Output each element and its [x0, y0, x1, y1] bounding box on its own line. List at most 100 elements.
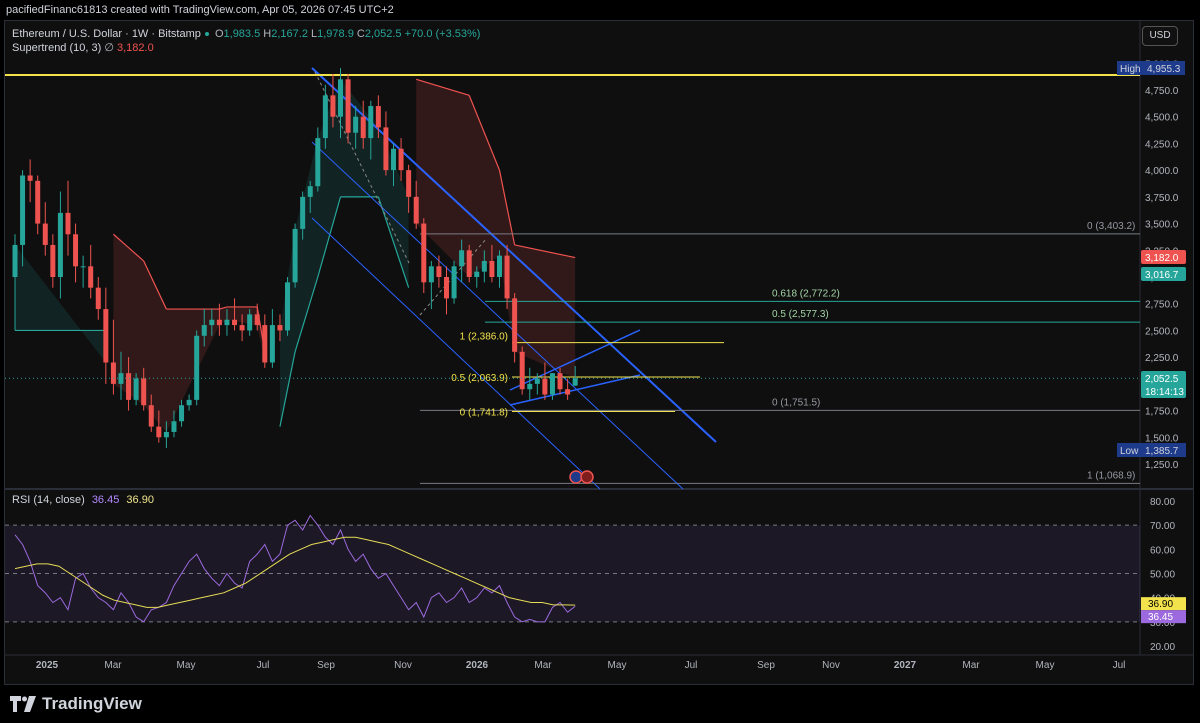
candle-up — [292, 228, 298, 283]
low-label: L — [311, 28, 318, 40]
fib-small-label: 0 (1,741.8) — [460, 407, 508, 418]
supertrend-badge-bg — [1141, 250, 1186, 264]
candle-up — [307, 186, 313, 197]
fib-level-label: 1 (1,068.9) — [1087, 470, 1135, 481]
candle-up — [186, 399, 192, 406]
supertrend-up-fill — [317, 79, 341, 277]
candle-down — [277, 325, 283, 331]
candle-up — [171, 421, 177, 432]
price-axis-tick: 1,500.0 — [1145, 433, 1179, 444]
supertrend-label: Supertrend (10, 3) — [12, 42, 102, 54]
candle-down — [466, 250, 472, 277]
candle-up — [496, 255, 502, 277]
price-axis-tick: 3,500.0 — [1145, 220, 1179, 231]
symbol-line: Ethereum / U.S. Dollar · 1W · Bitstamp O… — [12, 27, 480, 41]
time-axis-label: 2026 — [466, 660, 489, 671]
rsi-ma-line — [14, 536, 576, 608]
candle-down — [50, 244, 56, 277]
rsi-axis-tick: 30.00 — [1150, 618, 1175, 629]
candle-up — [285, 282, 291, 331]
supertrend-down-line — [468, 95, 501, 171]
main-legend: Ethereum / U.S. Dollar · 1W · Bitstamp O… — [12, 27, 480, 55]
candle-up — [209, 319, 215, 326]
supertrend-up-line — [279, 351, 296, 427]
zigzag-dashed-line — [419, 237, 488, 316]
candle-up — [338, 79, 344, 117]
time-axis-label: Jul — [257, 660, 270, 671]
trend-channel-line — [509, 329, 641, 391]
fib-level-label: 0.618 (2,772.2) — [772, 288, 840, 299]
price-chart[interactable]: 5,000.04,750.04,500.04,250.04,000.03,750… — [0, 0, 1200, 686]
supertrend-up-badge-bg — [1141, 267, 1186, 281]
candle-down — [565, 389, 571, 395]
currency-button[interactable]: USD — [1142, 26, 1178, 46]
high-label: H — [263, 28, 272, 40]
author-line: pacifiedFinanc61813 created with Trading… — [6, 4, 394, 16]
last-price-badge-bg — [1141, 371, 1186, 398]
candle-up — [57, 212, 63, 277]
candle-down — [141, 378, 147, 406]
price-axis-tick: 4,750.0 — [1145, 86, 1179, 97]
low-badge-value: 1,385.7 — [1145, 446, 1179, 457]
low-badge-label-bg — [1117, 443, 1141, 457]
high-value: 2,167.2 — [271, 28, 308, 40]
supertrend-up-badge: 3,016.7 — [1141, 267, 1186, 281]
candle-down — [27, 175, 33, 181]
candle-up — [481, 260, 487, 272]
candle-down — [421, 223, 427, 283]
time-axis-label: Jul — [685, 660, 698, 671]
tradingview-logo[interactable]: TradingView — [10, 694, 142, 714]
candle-up — [201, 325, 207, 336]
trend-channel-line — [311, 67, 717, 443]
candle-up — [527, 383, 533, 390]
trend-channel-line — [311, 141, 684, 490]
price-axis-tick: 1,750.0 — [1145, 407, 1179, 418]
time-axis-label: Mar — [534, 660, 552, 671]
low-badge-label: Low — [1120, 446, 1139, 457]
supertrend-down-line — [416, 78, 470, 96]
supertrend-down-fill — [143, 260, 167, 432]
candle-up — [534, 378, 540, 384]
time-axis-label: Mar — [104, 660, 122, 671]
supertrend-down-line — [143, 260, 167, 310]
candle-down — [148, 405, 154, 427]
candle-down — [360, 116, 366, 139]
supertrend-down-fill — [514, 244, 576, 379]
symbol-title: Ethereum / U.S. Dollar · 1W · Bitstamp — [12, 28, 201, 40]
time-axis-label: 2027 — [894, 660, 917, 671]
candle-up — [474, 271, 480, 277]
change-value: +70.0 (+3.53%) — [404, 28, 481, 40]
supertrend-badge: 3,182.0 — [1141, 250, 1186, 264]
candle-up — [391, 148, 396, 171]
supertrend-badge-value: 3,182.0 — [1145, 253, 1179, 264]
candle-up — [428, 266, 434, 283]
candle-up — [368, 106, 374, 139]
candle-up — [12, 244, 18, 277]
candle-down — [262, 325, 268, 363]
fib-small-label: 0.5 (2,063.9) — [451, 373, 508, 384]
candle-down — [216, 319, 222, 326]
event-flag-icon — [580, 470, 594, 484]
supertrend-down-line — [498, 170, 516, 246]
candle-down — [254, 314, 260, 326]
candle-down — [42, 223, 48, 245]
candle-up — [194, 335, 200, 400]
fib-small-label: 1 (2,386.0) — [460, 332, 508, 343]
rsi-axis-tick: 80.00 — [1150, 497, 1175, 508]
rsi-ma-badge-bg — [1141, 597, 1186, 611]
fib-level-label: 0 (3,403.2) — [1087, 221, 1135, 232]
candle-down — [504, 255, 510, 299]
low-value: 1,978.9 — [317, 28, 354, 40]
trend-channel-line — [311, 217, 601, 490]
candle-up — [80, 266, 86, 268]
time-axis-label: May — [1036, 660, 1055, 671]
fib-level-label: 0.5 (2,577.3) — [772, 309, 829, 320]
supertrend-down-line — [219, 306, 228, 310]
high-badge-value-bg — [1143, 61, 1185, 75]
candle-down — [103, 309, 109, 363]
candle-up — [451, 266, 457, 299]
time-axis-label: 2025 — [36, 660, 59, 671]
rsi-label: RSI (14, close) — [12, 494, 85, 506]
supertrend-down-fill — [166, 309, 220, 432]
candle-down — [156, 426, 162, 438]
